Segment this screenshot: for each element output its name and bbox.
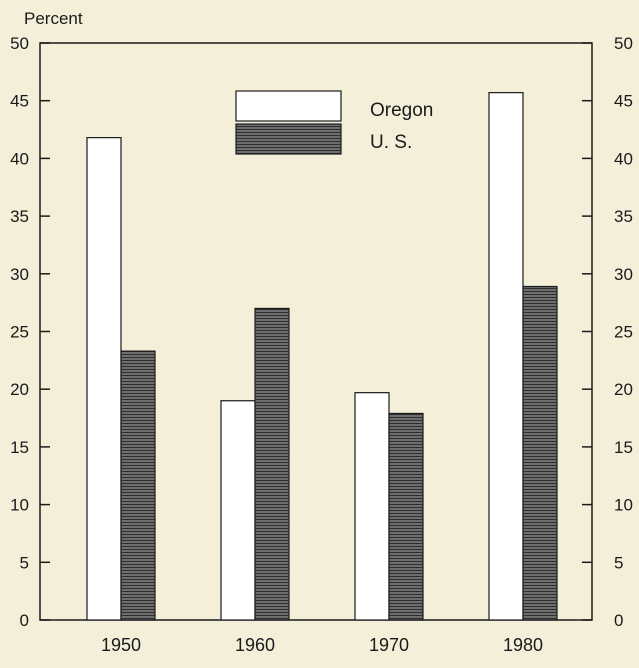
- bar-us-1980: [522, 285, 558, 621]
- y-tick-label-left-6: 30: [10, 265, 29, 284]
- legend-label-oregon: Oregon: [370, 100, 433, 121]
- y-tick-label-right-5: 25: [614, 323, 633, 342]
- y-tick-label-left-8: 40: [10, 149, 29, 168]
- y-tick-label-left-10: 50: [10, 34, 29, 53]
- y-tick-label-right-3: 15: [614, 438, 633, 457]
- y-tick-label-right-4: 20: [614, 380, 633, 399]
- y-tick-label-right-7: 35: [614, 207, 633, 226]
- y-axis-label: Percent: [24, 9, 83, 28]
- y-tick-label-right-9: 45: [614, 92, 633, 111]
- y-tick-label-right-10: 50: [614, 34, 633, 53]
- x-tick-label-1950: 1950: [101, 635, 141, 655]
- x-tick-label-1960: 1960: [235, 635, 275, 655]
- legend-swatch-oregon: [235, 90, 342, 122]
- legend: Oregon U. S.: [235, 90, 433, 155]
- y-tick-label-right-1: 5: [614, 553, 623, 572]
- bar-oregon-1970: [354, 392, 390, 621]
- bar-oregon-1960: [220, 400, 256, 621]
- right-axis: 0 5 10 15 20 25 30 35 40 45 50: [582, 34, 633, 630]
- bar-us-1960: [254, 307, 290, 621]
- legend-swatch-us: [235, 123, 342, 155]
- y-tick-label-right-2: 10: [614, 496, 633, 515]
- bar-us-1970: [388, 412, 424, 621]
- bar-oregon-1980: [488, 92, 524, 621]
- y-tick-label-left-4: 20: [10, 380, 29, 399]
- y-tick-label-right-6: 30: [614, 265, 633, 284]
- y-tick-label-right-8: 40: [614, 149, 633, 168]
- y-tick-label-left-1: 5: [20, 553, 29, 572]
- y-tick-label-left-5: 25: [10, 323, 29, 342]
- y-tick-label-left-9: 45: [10, 92, 29, 111]
- bar-oregon-1950: [86, 137, 122, 621]
- bars: [86, 92, 558, 621]
- y-tick-label-left-2: 10: [10, 496, 29, 515]
- x-axis: 1950 1960 1970 1980: [101, 635, 543, 655]
- y-tick-label-left-0: 0: [20, 611, 29, 630]
- x-tick-label-1980: 1980: [503, 635, 543, 655]
- legend-label-us: U. S.: [370, 132, 412, 153]
- y-tick-label-left-3: 15: [10, 438, 29, 457]
- x-tick-label-1970: 1970: [369, 635, 409, 655]
- bar-us-1950: [120, 350, 156, 621]
- y-tick-label-left-7: 35: [10, 207, 29, 226]
- y-tick-label-right-0: 0: [614, 611, 623, 630]
- left-axis: 0 5 10 15 20 25 30 35 40 45 50: [10, 34, 50, 630]
